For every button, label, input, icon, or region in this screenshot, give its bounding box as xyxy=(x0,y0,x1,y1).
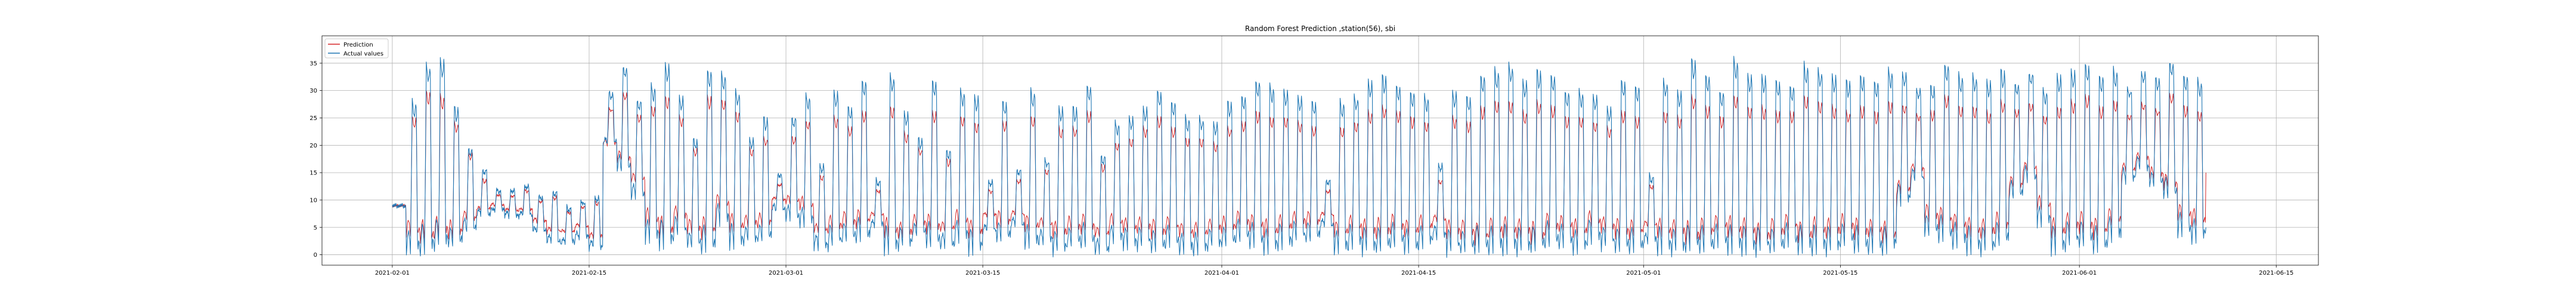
series-line-prediction xyxy=(392,90,2206,246)
x-tick-label: 2021-06-15 xyxy=(2259,270,2293,277)
x-tick-label: 2021-06-01 xyxy=(2062,270,2097,277)
chart-title: Random Forest Prediction ,station(56), s… xyxy=(1245,24,1395,33)
series-line-actual-values xyxy=(392,56,2206,258)
legend: Prediction Actual values xyxy=(324,38,389,59)
x-tick-label: 2021-03-01 xyxy=(769,270,803,277)
x-tick-label: 2021-03-15 xyxy=(965,270,1000,277)
y-tick-label: 35 xyxy=(309,60,317,67)
x-tick-label: 2021-02-15 xyxy=(572,270,606,277)
x-tick-label: 2021-04-01 xyxy=(1205,270,1239,277)
x-tick-label: 2021-05-01 xyxy=(1626,270,1661,277)
x-tick-label: 2021-05-15 xyxy=(1823,270,1857,277)
tick-layer: 2021-02-01 2021-02-15 2021-03-01 2021-03-15… xyxy=(309,60,2293,277)
y-tick-label: 10 xyxy=(309,197,317,204)
series-layer xyxy=(392,56,2206,258)
y-tick-label: 30 xyxy=(309,88,317,94)
plot-frame xyxy=(321,35,2319,266)
y-tick-label: 5 xyxy=(314,225,317,231)
y-tick-label: 20 xyxy=(309,143,317,149)
legend-frame xyxy=(324,38,389,59)
x-tick-label: 2021-02-01 xyxy=(375,270,410,277)
y-tick-label: 0 xyxy=(314,252,317,259)
x-tick-label: 2021-04-15 xyxy=(1401,270,1436,277)
y-tick-label: 25 xyxy=(309,115,317,122)
y-tick-label: 15 xyxy=(309,170,317,177)
legend-label-prediction: Prediction xyxy=(343,42,373,48)
legend-label-actual-values: Actual values xyxy=(343,51,383,57)
